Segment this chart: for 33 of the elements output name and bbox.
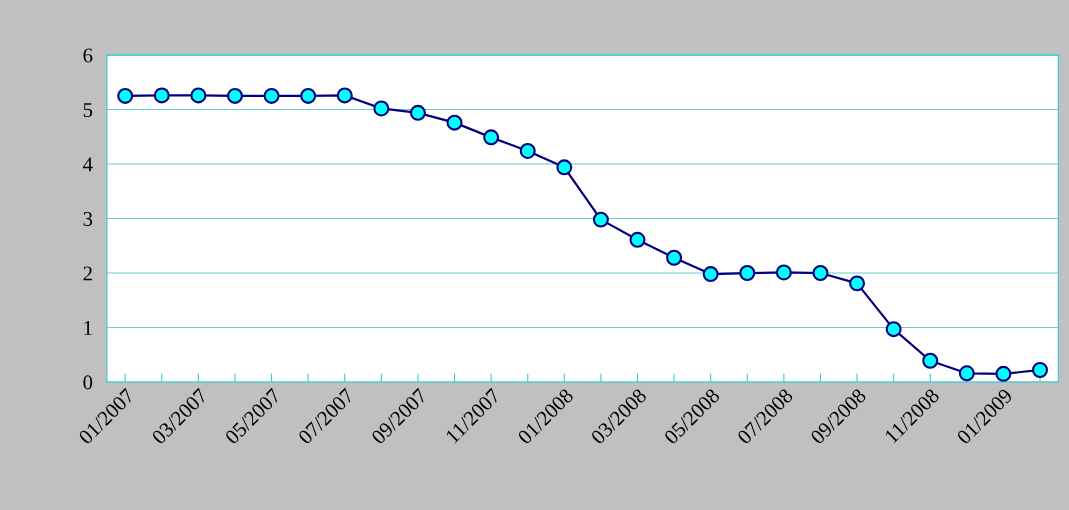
- point: [812, 265, 829, 281]
- point: [775, 264, 792, 281]
- point: [885, 321, 902, 338]
- y-tick-label: 3: [83, 211, 93, 226]
- point: [739, 265, 756, 281]
- point: [117, 87, 134, 104]
- y-tick-label: 0: [83, 375, 93, 390]
- point: [153, 87, 170, 104]
- point: [1032, 362, 1048, 378]
- point: [483, 129, 500, 146]
- y-tick-label: 6: [83, 48, 93, 63]
- point: [446, 114, 463, 131]
- y-tick-label: 4: [83, 157, 93, 172]
- point: [226, 87, 243, 104]
- point: [629, 231, 646, 248]
- point: [922, 352, 939, 369]
- point: [556, 159, 573, 176]
- point: [300, 87, 317, 104]
- point: [373, 100, 390, 117]
- y-tick-label: 5: [83, 103, 93, 117]
- point: [336, 87, 353, 104]
- point: [702, 266, 719, 283]
- y-tick-label: 2: [83, 266, 92, 281]
- point: [849, 275, 866, 292]
- point: [409, 104, 426, 121]
- point: [995, 365, 1012, 382]
- y-tick-label: 1: [84, 320, 92, 335]
- point: [666, 249, 683, 266]
- point: [592, 211, 609, 228]
- point: [190, 87, 207, 104]
- point: [263, 87, 280, 104]
- point: [958, 365, 975, 382]
- point: [519, 142, 536, 159]
